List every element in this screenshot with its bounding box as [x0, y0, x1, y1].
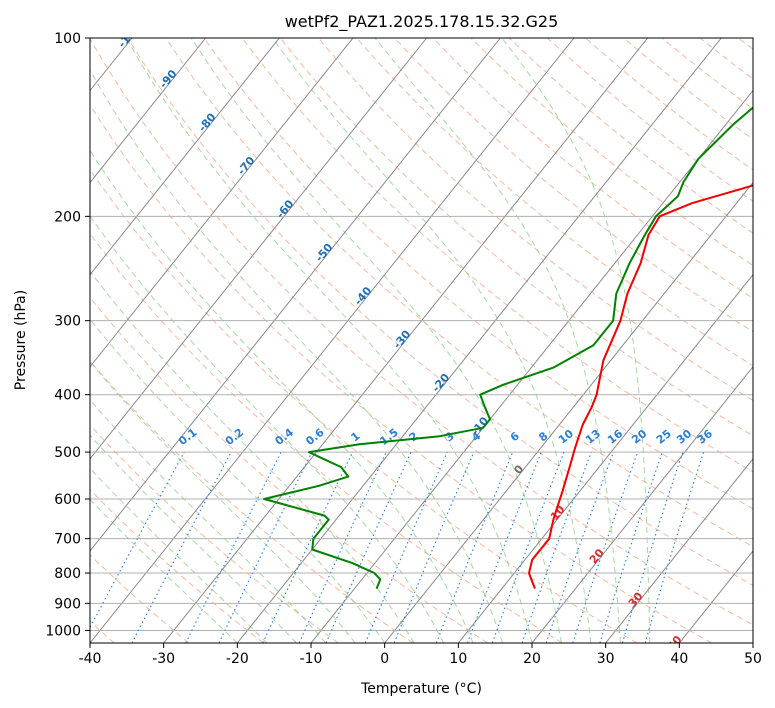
moist-adiabat-line — [90, 498, 238, 643]
isotherm-line — [90, 38, 354, 368]
y-tick-label: 900 — [54, 596, 81, 612]
mixing-ratio-line — [262, 451, 353, 643]
moist-adiabat-line — [90, 360, 356, 643]
y-axis-title: Pressure (hPa) — [13, 290, 29, 390]
moist-adiabat-line — [125, 38, 533, 643]
mixing-ratio-line — [298, 451, 387, 643]
dry-adiabat-line — [394, 38, 753, 333]
y-tick-label: 500 — [54, 445, 81, 461]
plot-frame — [89, 37, 754, 644]
moist-adiabat-line — [90, 467, 268, 643]
mixing-ratio-line — [218, 451, 313, 643]
x-tick-label: 50 — [744, 651, 762, 667]
isotherm-line — [531, 365, 753, 643]
dry-adiabat-line — [90, 104, 712, 643]
x-tick-label: 10 — [449, 651, 467, 667]
chart-title: wetPf2_PAZ1.2025.178.15.32.G25 — [285, 12, 559, 32]
isotherm-line — [310, 89, 753, 643]
dry-adiabat-line — [90, 168, 638, 643]
isotherm-line — [90, 38, 428, 460]
dry-adiabat-line — [318, 38, 753, 402]
x-tick-label: -30 — [152, 651, 175, 667]
mixing-ratio-line — [644, 451, 705, 643]
mixing-ratio-line — [599, 451, 663, 643]
isotherm-line — [90, 38, 207, 184]
dry-adiabat-line — [90, 38, 753, 626]
isotherm-line — [384, 181, 753, 643]
dry-adiabat-line — [203, 38, 753, 510]
isotherm-line — [457, 273, 753, 643]
dry-adiabat-line — [90, 554, 190, 643]
x-tick-label: 30 — [597, 651, 615, 667]
dry-adiabat-line — [90, 296, 488, 643]
mixing-ratio-line — [466, 451, 542, 643]
moist-adiabat-line — [271, 38, 592, 643]
y-tick-label: 1000 — [45, 623, 81, 639]
isotherm-line — [90, 38, 575, 643]
moist-adiabat-line — [374, 38, 621, 643]
isotherm-line — [90, 38, 280, 276]
isotherm-line — [90, 38, 501, 552]
moist-adiabat-line — [90, 149, 474, 643]
moist-adiabat-line — [90, 215, 445, 643]
mixing-ratio-line — [572, 451, 639, 643]
x-tick-label: 20 — [523, 651, 541, 667]
moist-adiabat-line — [501, 38, 651, 643]
x-tick-label: -10 — [300, 651, 323, 667]
y-tick-label: 800 — [54, 566, 81, 582]
dewpoint-profile-line — [263, 106, 753, 589]
dry-adiabat-line — [90, 232, 563, 643]
x-axis-title: Temperature (°C) — [360, 681, 482, 697]
isotherm-line — [163, 38, 649, 643]
y-tick-label: 400 — [54, 388, 81, 404]
y-tick-label: 600 — [54, 492, 81, 508]
isotherm-line — [605, 458, 753, 643]
moist-adiabat-line — [90, 318, 386, 643]
background-lines — [90, 38, 753, 643]
dry-adiabat-line — [127, 38, 753, 587]
y-tick-label: 100 — [54, 31, 81, 47]
axes: -40 -30 -20 -10 0 10 20 30 40 50 100 200 300 400 500 60… — [45, 31, 762, 667]
isotherm-line — [236, 38, 722, 643]
mixing-ratio-line — [435, 451, 514, 643]
x-tick-label: 40 — [670, 651, 688, 667]
dry-adiabat-line — [356, 38, 753, 367]
moist-adiabat-line — [190, 38, 562, 643]
y-tick-label: 700 — [54, 532, 81, 548]
x-tick-label: -40 — [79, 651, 102, 667]
y-tick-label: 300 — [54, 314, 81, 330]
temperature-profile-line — [528, 184, 753, 589]
y-tick-label: 200 — [54, 209, 81, 225]
dry-adiabat-line — [165, 38, 753, 548]
profile-lines — [263, 106, 753, 589]
isotherm-label: 40 — [665, 633, 685, 653]
x-tick-label: -20 — [226, 651, 249, 667]
x-tick-label: 0 — [380, 651, 389, 667]
mixing-ratio-line — [90, 451, 185, 629]
mixing-ratio-line — [621, 451, 684, 643]
moist-adiabat-line — [90, 69, 503, 643]
